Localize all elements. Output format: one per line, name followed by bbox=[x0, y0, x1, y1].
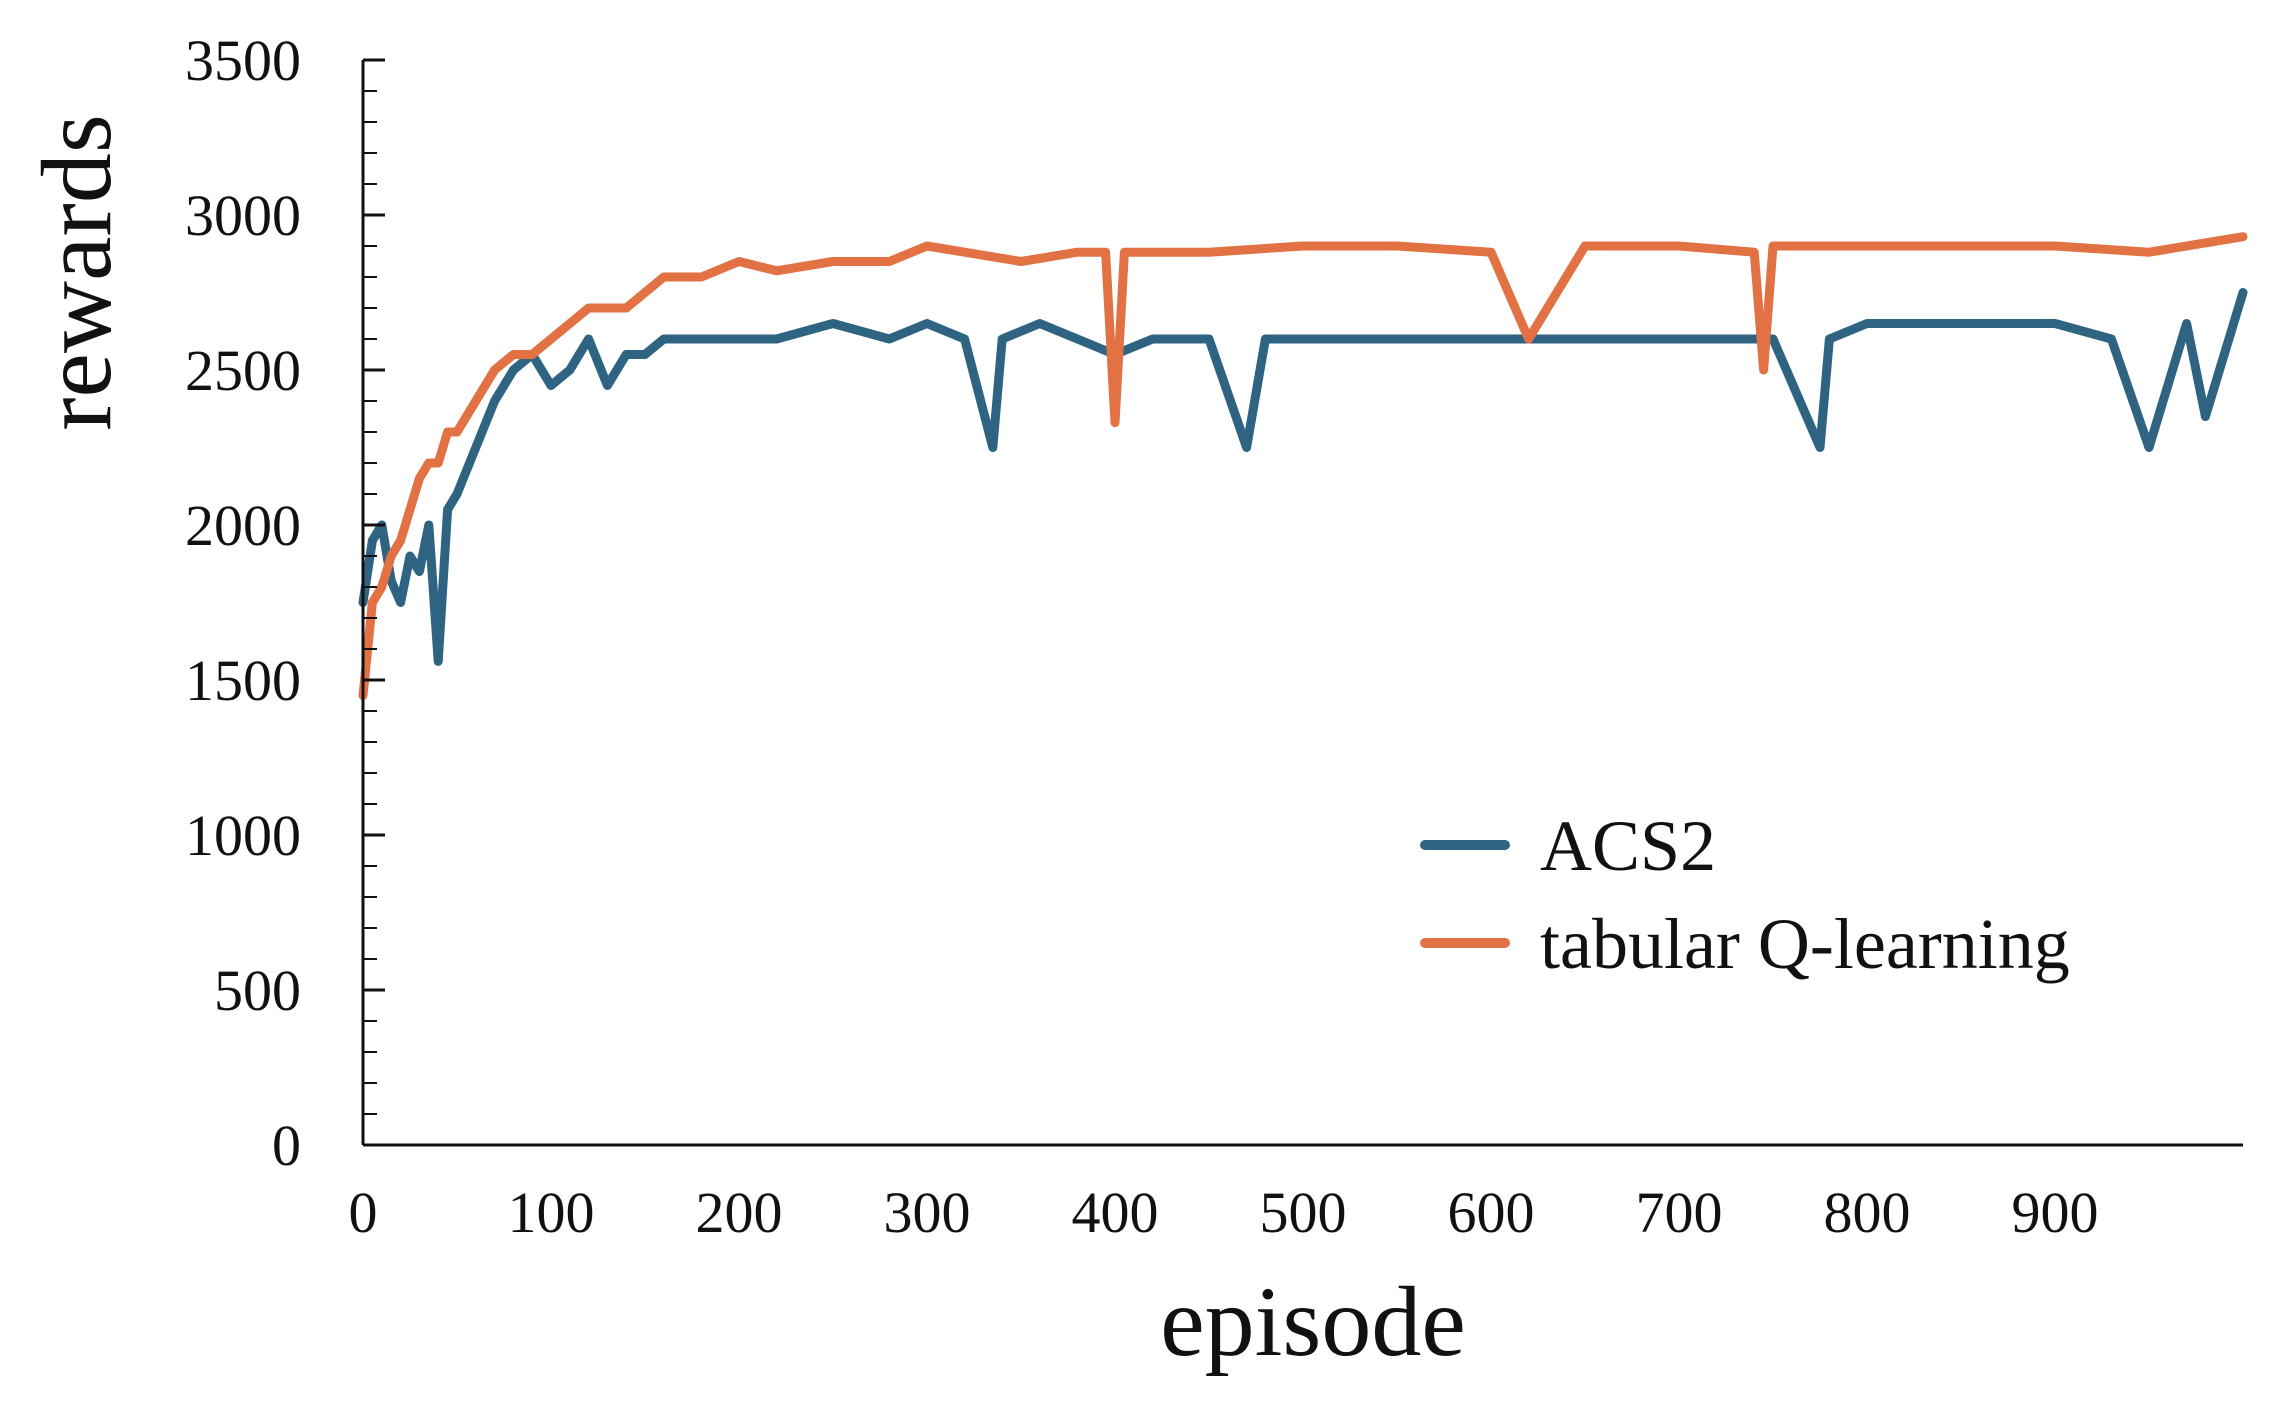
x-tick-label: 300 bbox=[884, 1180, 971, 1245]
y-tick-label: 2500 bbox=[185, 338, 301, 403]
series-layer bbox=[358, 232, 2248, 700]
y-tick-label: 1000 bbox=[185, 803, 301, 868]
y-tick-label: 3000 bbox=[185, 183, 301, 248]
x-axis-title: episode bbox=[1160, 1266, 1465, 1377]
y-axis-title: rewards bbox=[21, 114, 132, 431]
legend: ACS2 tabular Q-learning bbox=[1420, 806, 2070, 984]
ticks: 0 500 1000 1500 2000 2500 3000 3500 0 100 200 300 40… bbox=[185, 28, 2099, 1245]
x-tick-label: 0 bbox=[349, 1180, 378, 1245]
axes bbox=[361, 60, 2243, 1147]
y-tick-label: 3500 bbox=[185, 28, 301, 93]
x-tick-label: 900 bbox=[2012, 1180, 2099, 1245]
x-tick-label: 100 bbox=[508, 1180, 595, 1245]
x-tick-label: 800 bbox=[1824, 1180, 1911, 1245]
y-tick-label: 0 bbox=[272, 1113, 301, 1178]
x-tick-label: 600 bbox=[1448, 1180, 1535, 1245]
x-tick-label: 700 bbox=[1636, 1180, 1723, 1245]
y-tick-label: 2000 bbox=[185, 493, 301, 558]
x-tick-label: 200 bbox=[696, 1180, 783, 1245]
y-tick-label: 1500 bbox=[185, 648, 301, 713]
x-tick-label: 500 bbox=[1260, 1180, 1347, 1245]
x-tick-label: 400 bbox=[1072, 1180, 1159, 1245]
legend-label: tabular Q-learning bbox=[1540, 904, 2070, 984]
series-line-tabular-q-learning bbox=[358, 232, 2248, 700]
legend-label: ACS2 bbox=[1540, 806, 1716, 886]
y-tick-label: 500 bbox=[214, 958, 301, 1023]
series-line-acs2 bbox=[358, 288, 2248, 666]
